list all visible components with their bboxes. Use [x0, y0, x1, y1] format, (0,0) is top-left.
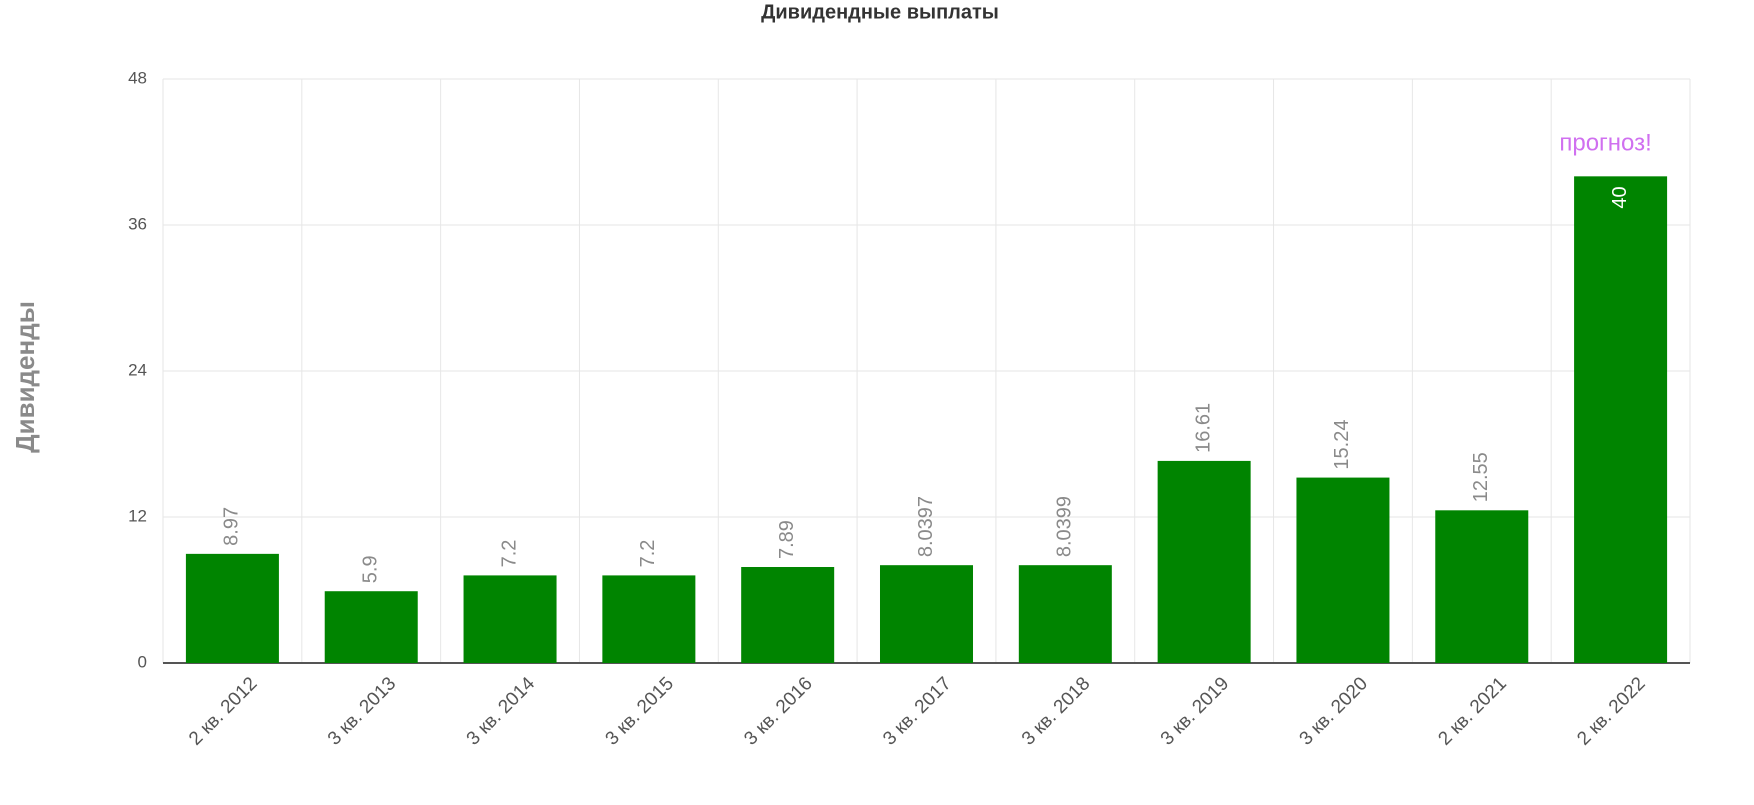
data-label: 7.89 [776, 520, 798, 559]
x-tick-label: 2 кв. 2022 [1573, 673, 1649, 749]
x-tick-label: 3 кв. 2013 [324, 673, 400, 749]
data-label: 16.61 [1192, 403, 1214, 453]
y-tick-label: 48 [128, 68, 147, 87]
data-label: 15.24 [1331, 420, 1353, 470]
x-tick-label: 3 кв. 2014 [463, 673, 540, 750]
annotation: прогноз! [1559, 130, 1651, 157]
data-label: 8.97 [221, 507, 243, 546]
data-label: 7.2 [637, 540, 659, 568]
x-tick-label: 3 кв. 2017 [879, 673, 955, 749]
bar [324, 591, 418, 663]
bar [879, 565, 974, 663]
data-label: 8.0397 [915, 496, 937, 557]
x-tick-label: 3 кв. 2019 [1157, 673, 1233, 749]
data-label: 8.0399 [1054, 496, 1076, 557]
data-label: 5.9 [360, 555, 382, 583]
x-tick-label: 2 кв. 2021 [1434, 673, 1510, 749]
data-label: 7.2 [498, 540, 520, 568]
y-tick-label: 12 [128, 506, 147, 525]
chart-title: Дивидендные выплаты [761, 1, 999, 23]
bar [1574, 176, 1668, 664]
bar [1018, 565, 1112, 663]
y-tick-label: 36 [128, 214, 147, 233]
x-tick-label: 3 кв. 2016 [740, 673, 816, 749]
y-tick-label: 24 [128, 360, 147, 379]
data-label: 40 [1609, 186, 1631, 208]
x-tick-label: 2 кв. 2012 [185, 673, 261, 749]
bar [185, 553, 279, 663]
x-tick-label: 3 кв. 2015 [602, 673, 678, 749]
y-tick-label: 0 [138, 652, 147, 671]
bar [741, 567, 835, 663]
bar [1435, 510, 1529, 663]
data-label: 12.55 [1470, 452, 1492, 502]
bar [1296, 477, 1390, 663]
bar [463, 575, 557, 663]
bar [1157, 460, 1251, 663]
y-axis-label: Дивиденды [10, 301, 40, 453]
bar [602, 575, 696, 663]
x-tick-label: 3 кв. 2018 [1018, 673, 1094, 749]
x-tick-label: 3 кв. 2020 [1296, 673, 1372, 749]
